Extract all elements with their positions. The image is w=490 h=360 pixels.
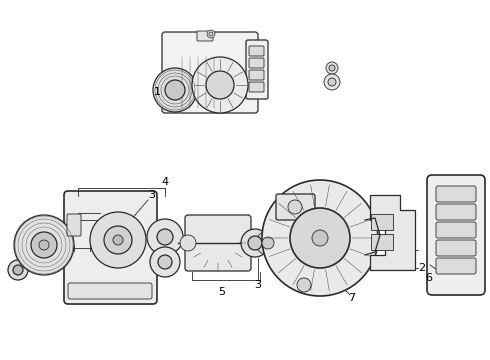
FancyBboxPatch shape [197,31,213,41]
Text: 1: 1 [154,87,161,97]
Circle shape [248,236,262,250]
FancyBboxPatch shape [436,186,476,202]
Circle shape [209,32,213,36]
Circle shape [90,212,146,268]
Circle shape [302,220,338,256]
Circle shape [150,247,180,277]
Circle shape [262,237,274,249]
Circle shape [256,231,280,255]
Circle shape [241,229,269,257]
FancyBboxPatch shape [67,214,81,236]
Circle shape [207,30,215,38]
Circle shape [192,57,248,113]
Circle shape [312,230,328,246]
FancyBboxPatch shape [427,175,485,295]
Circle shape [206,71,234,99]
Text: 3: 3 [148,190,155,200]
FancyBboxPatch shape [371,214,393,230]
FancyBboxPatch shape [249,82,264,92]
Circle shape [14,215,74,275]
FancyBboxPatch shape [436,258,476,274]
FancyBboxPatch shape [249,58,264,68]
Circle shape [31,232,57,258]
Circle shape [8,260,28,280]
FancyBboxPatch shape [249,70,264,80]
Text: 4: 4 [161,177,169,187]
Text: 7: 7 [348,293,355,303]
Circle shape [34,235,54,255]
Circle shape [39,240,49,250]
Circle shape [113,235,123,245]
FancyBboxPatch shape [246,40,268,99]
Circle shape [297,278,311,292]
Circle shape [326,62,338,74]
Text: 5: 5 [219,287,225,297]
Circle shape [329,65,335,71]
Circle shape [328,78,336,86]
Circle shape [108,230,128,250]
Circle shape [288,200,302,214]
Text: 6: 6 [425,273,432,283]
Text: 2: 2 [418,263,425,273]
Circle shape [104,226,132,254]
Polygon shape [370,195,415,270]
FancyBboxPatch shape [436,240,476,256]
Circle shape [153,68,197,112]
Circle shape [13,265,23,275]
FancyBboxPatch shape [276,194,315,220]
Text: 3: 3 [254,280,262,290]
FancyBboxPatch shape [436,204,476,220]
FancyBboxPatch shape [436,222,476,238]
Circle shape [165,80,185,100]
Circle shape [324,74,340,90]
FancyBboxPatch shape [371,234,393,250]
FancyBboxPatch shape [185,215,251,271]
Circle shape [290,208,350,268]
Circle shape [262,180,378,296]
Circle shape [147,219,183,255]
FancyBboxPatch shape [162,32,258,113]
FancyBboxPatch shape [249,46,264,56]
FancyBboxPatch shape [64,191,157,304]
Circle shape [180,235,196,251]
Circle shape [157,229,173,245]
Circle shape [158,255,172,269]
FancyBboxPatch shape [68,283,152,299]
